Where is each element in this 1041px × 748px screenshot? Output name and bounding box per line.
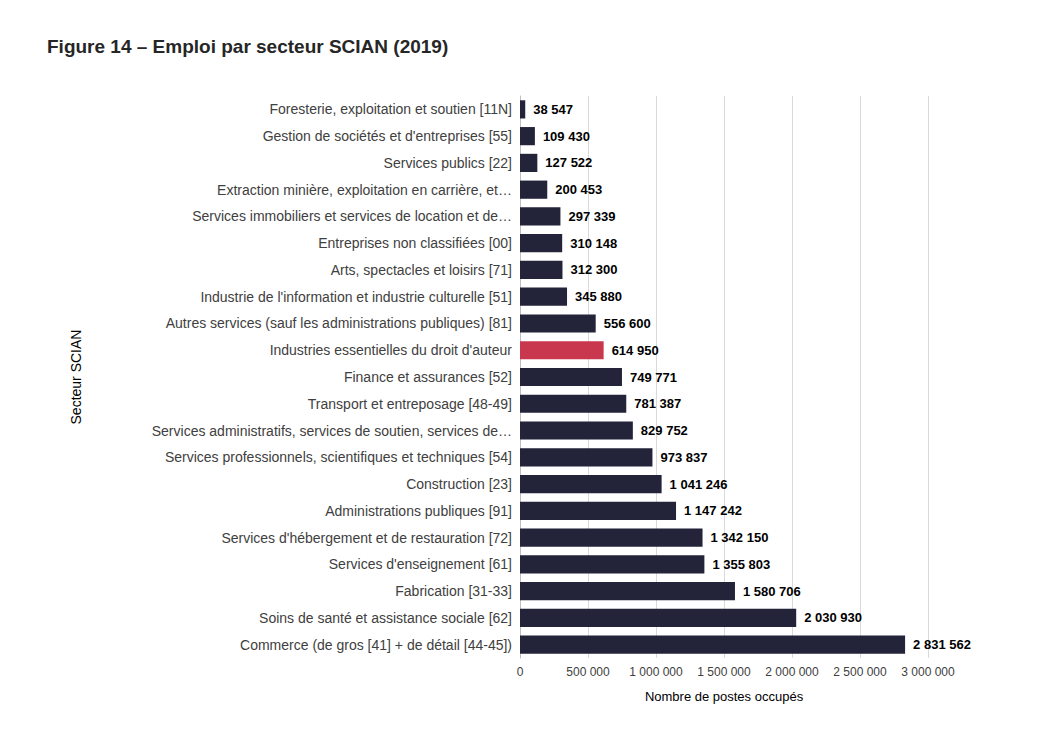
- svg-text:1 342 150: 1 342 150: [711, 530, 769, 545]
- svg-text:38 547: 38 547: [533, 102, 573, 117]
- svg-text:Services d'enseignement [61]: Services d'enseignement [61]: [329, 556, 512, 572]
- svg-text:Extraction minière, exploitati: Extraction minière, exploitation en carr…: [217, 182, 512, 198]
- svg-text:310 148: 310 148: [570, 236, 617, 251]
- svg-text:312 300: 312 300: [570, 262, 617, 277]
- svg-text:200 453: 200 453: [555, 182, 602, 197]
- svg-text:Industrie de l'information et: Industrie de l'information et industrie …: [200, 289, 512, 305]
- svg-text:614 950: 614 950: [612, 343, 659, 358]
- svg-text:1 041 246: 1 041 246: [670, 477, 728, 492]
- svg-text:2 500 000: 2 500 000: [833, 665, 887, 679]
- svg-text:Soins de santé et assistance s: Soins de santé et assistance sociale [62…: [259, 610, 512, 626]
- svg-text:Industries essentielles du dro: Industries essentielles du droit d'auteu…: [270, 342, 513, 358]
- svg-text:Entreprises non classifiées [0: Entreprises non classifiées [00]: [318, 235, 512, 251]
- svg-text:Services immobiliers et servic: Services immobiliers et services de loca…: [192, 208, 512, 224]
- svg-text:500 000: 500 000: [566, 665, 610, 679]
- svg-text:0: 0: [517, 665, 524, 679]
- svg-text:1 147 242: 1 147 242: [684, 503, 742, 518]
- svg-text:1 500 000: 1 500 000: [697, 665, 751, 679]
- svg-text:Gestion de sociétés et d'entre: Gestion de sociétés et d'entreprises [55…: [263, 128, 512, 144]
- svg-text:781 387: 781 387: [634, 396, 681, 411]
- svg-text:Arts, spectacles et loisirs [7: Arts, spectacles et loisirs [71]: [331, 262, 512, 278]
- svg-text:1 355 803: 1 355 803: [712, 557, 770, 572]
- svg-text:127 522: 127 522: [545, 155, 592, 170]
- svg-text:Nombre de postes occupés: Nombre de postes occupés: [645, 689, 804, 704]
- svg-text:829 752: 829 752: [641, 423, 688, 438]
- svg-text:2 030 930: 2 030 930: [804, 610, 862, 625]
- svg-text:2 000 000: 2 000 000: [765, 665, 819, 679]
- svg-text:Foresterie, exploitation et so: Foresterie, exploitation et soutien [11N…: [269, 101, 512, 117]
- svg-text:Fabrication [31-33]: Fabrication [31-33]: [395, 583, 512, 599]
- svg-text:Figure 14 – Emploi par secteur: Figure 14 – Emploi par secteur SCIAN (20…: [47, 36, 448, 57]
- svg-text:2 831 562: 2 831 562: [913, 637, 971, 652]
- svg-text:Services professionnels, scien: Services professionnels, scientifiques e…: [165, 449, 512, 465]
- svg-text:Services publics [22]: Services publics [22]: [384, 155, 512, 171]
- svg-text:Construction [23]: Construction [23]: [406, 476, 512, 492]
- svg-text:Finance et assurances [52]: Finance et assurances [52]: [344, 369, 512, 385]
- svg-text:1 000 000: 1 000 000: [629, 665, 683, 679]
- svg-text:749 771: 749 771: [630, 370, 677, 385]
- svg-text:Commerce (de gros [41] + de dé: Commerce (de gros [41] + de détail [44-4…: [240, 637, 512, 653]
- svg-text:Transport et entreposage [48-4: Transport et entreposage [48-49]: [308, 396, 512, 412]
- svg-text:Services administratifs, servi: Services administratifs, services de sou…: [152, 423, 512, 439]
- svg-text:345 880: 345 880: [575, 289, 622, 304]
- svg-text:556 600: 556 600: [604, 316, 651, 331]
- svg-text:1 580 706: 1 580 706: [743, 584, 801, 599]
- svg-text:973 837: 973 837: [660, 450, 707, 465]
- svg-text:109 430: 109 430: [543, 129, 590, 144]
- svg-text:Autres services (sauf les admi: Autres services (sauf les administration…: [166, 315, 512, 331]
- svg-text:297 339: 297 339: [568, 209, 615, 224]
- svg-text:3 000 000: 3 000 000: [901, 665, 955, 679]
- svg-text:Administrations publiques [91]: Administrations publiques [91]: [325, 503, 512, 519]
- svg-text:Secteur SCIAN: Secteur SCIAN: [68, 330, 84, 425]
- svg-text:Services d'hébergement et de r: Services d'hébergement et de restauratio…: [221, 530, 512, 546]
